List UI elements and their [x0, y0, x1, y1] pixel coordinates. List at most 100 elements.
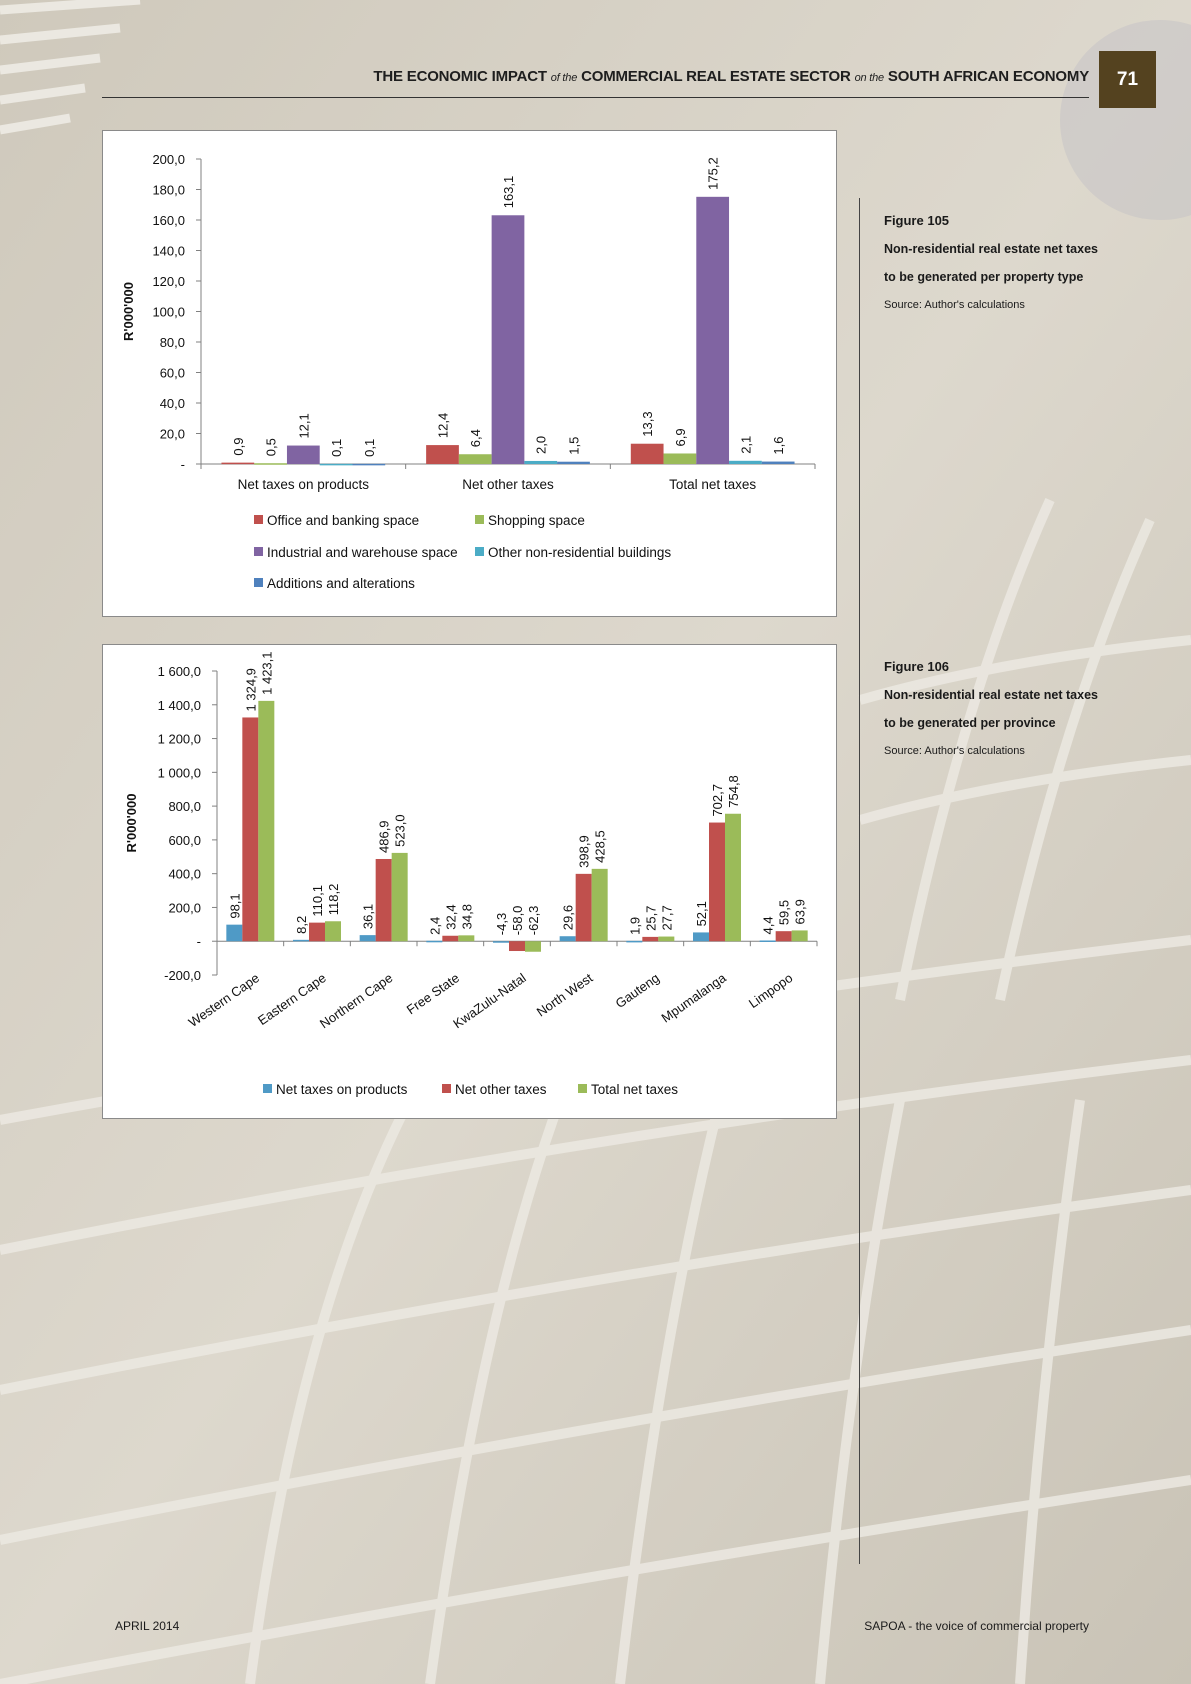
bar — [663, 453, 697, 464]
legend-swatch — [254, 547, 263, 556]
chart-panel-province: -200,0-200,0 400,0 600,0 800,0 1 000,0 1 200,… — [102, 644, 837, 1119]
bar — [319, 463, 353, 466]
data-label: 52,1 — [694, 901, 709, 926]
bar — [693, 932, 709, 942]
data-label: 2,0 — [534, 436, 549, 454]
category-label: Free State — [404, 970, 462, 1017]
data-label: 523,0 — [393, 814, 408, 847]
data-label: 0,9 — [231, 438, 246, 456]
category-label: Total net taxes — [669, 477, 756, 492]
figure-105-caption: Figure 105 Non-residential real estate n… — [884, 207, 1104, 319]
y-tick-label: 200,0 — [152, 152, 185, 167]
sidebar-rule — [859, 198, 860, 1564]
figure-number: Figure 106 — [884, 659, 950, 674]
legend-swatch — [254, 515, 263, 524]
y-tick-label: 120,0 — [152, 274, 185, 289]
data-label: 1 423,1 — [259, 652, 274, 695]
legend-label: Industrial and warehouse space — [267, 545, 458, 560]
bar — [759, 940, 776, 942]
figure-title-line1: Non-residential real estate net taxes — [884, 242, 1098, 256]
data-label: 428,5 — [593, 830, 608, 863]
y-tick-label: 140,0 — [152, 244, 185, 259]
figure-source: Source: Author's calculations — [884, 299, 1025, 311]
data-label: 702,7 — [710, 784, 725, 817]
data-label: 8,2 — [294, 916, 309, 934]
y-tick-label: 100,0 — [152, 305, 185, 320]
data-label: 34,8 — [459, 904, 474, 929]
bar — [391, 852, 408, 942]
bar — [254, 463, 287, 465]
bar — [559, 936, 576, 942]
figure-title-line2: to be generated per province — [884, 716, 1056, 730]
data-label: -62,3 — [526, 906, 541, 936]
legend-swatch — [475, 547, 484, 556]
data-label: -58,0 — [510, 906, 525, 936]
figure-source: Source: Author's calculations — [884, 745, 1025, 757]
bar — [309, 922, 325, 942]
bar — [226, 924, 243, 942]
y-tick-label: 200,0 — [168, 900, 201, 915]
figure-title-line2: to be generated per property type — [884, 270, 1084, 284]
y-tick-label: 20,0 — [160, 427, 185, 442]
running-header: THE ECONOMIC IMPACT of the COMMERCIAL RE… — [373, 68, 1089, 85]
data-label: 118,2 — [326, 884, 341, 916]
data-label: 25,7 — [643, 906, 658, 931]
bar — [458, 935, 475, 942]
data-label: 29,6 — [561, 905, 576, 930]
category-label: Limpopo — [746, 970, 795, 1011]
category-label: Net other taxes — [462, 477, 554, 492]
data-label: 2,1 — [738, 436, 753, 454]
chart-panel-property-type: - 20,0 40,0 60,0 80,0 100,0 120,0 140,0 160,0 180… — [102, 130, 837, 617]
data-label: 0,1 — [329, 439, 344, 457]
data-label: 32,4 — [443, 904, 458, 929]
bar — [525, 941, 541, 952]
y-tick-label: 1 600,0 — [158, 664, 201, 679]
bar — [258, 700, 275, 942]
page-number: 71 — [1099, 51, 1156, 108]
data-label: 163,1 — [501, 176, 516, 209]
data-label: 4,4 — [761, 916, 776, 934]
bar — [696, 196, 730, 464]
legend-swatch — [254, 578, 263, 587]
data-label: 63,9 — [793, 899, 808, 924]
bar — [791, 930, 808, 942]
data-label: 486,9 — [377, 820, 392, 853]
bar — [775, 931, 792, 942]
chart-property-type: - 20,0 40,0 60,0 80,0 100,0 120,0 140,0 160,0 180… — [121, 152, 816, 591]
y-axis-title: R'000'000 — [124, 794, 139, 853]
legend-swatch — [475, 515, 484, 524]
category-label: Northern Cape — [317, 970, 395, 1031]
data-label: 175,2 — [706, 157, 721, 190]
bar — [375, 858, 392, 942]
legend-swatch — [578, 1084, 587, 1093]
bar — [729, 460, 762, 464]
y-axis-title: R'000'000 — [121, 282, 136, 341]
y-tick-label: - — [197, 934, 201, 949]
bar — [493, 941, 509, 943]
legend-label: Net taxes on products — [276, 1082, 408, 1097]
legend-label: Additions and alterations — [267, 576, 415, 591]
data-label: 2,4 — [427, 917, 442, 935]
y-tick-label: 180,0 — [152, 183, 185, 198]
data-label: 6,4 — [468, 429, 483, 447]
figure-number: Figure 105 — [884, 213, 950, 228]
bar — [709, 822, 725, 942]
bar — [458, 454, 492, 464]
bar — [286, 445, 320, 464]
data-label: 36,1 — [361, 904, 376, 929]
y-tick-label: 60,0 — [160, 366, 185, 381]
data-label: 59,5 — [777, 900, 792, 925]
y-tick-label: - — [181, 457, 185, 472]
bar — [642, 936, 659, 942]
data-label: 754,8 — [726, 775, 741, 808]
bar — [725, 813, 741, 942]
data-label: 1 324,9 — [243, 668, 258, 711]
y-tick-label: 1 000,0 — [158, 765, 201, 780]
data-label: 0,1 — [362, 439, 377, 457]
footer-date: APRIL 2014 — [115, 1619, 180, 1633]
data-label: 398,9 — [577, 835, 592, 868]
category-label: Mpumalanga — [659, 970, 730, 1026]
figure-title-line1: Non-residential real estate net taxes — [884, 688, 1098, 702]
data-label: 0,5 — [264, 438, 279, 456]
bar — [630, 443, 664, 464]
